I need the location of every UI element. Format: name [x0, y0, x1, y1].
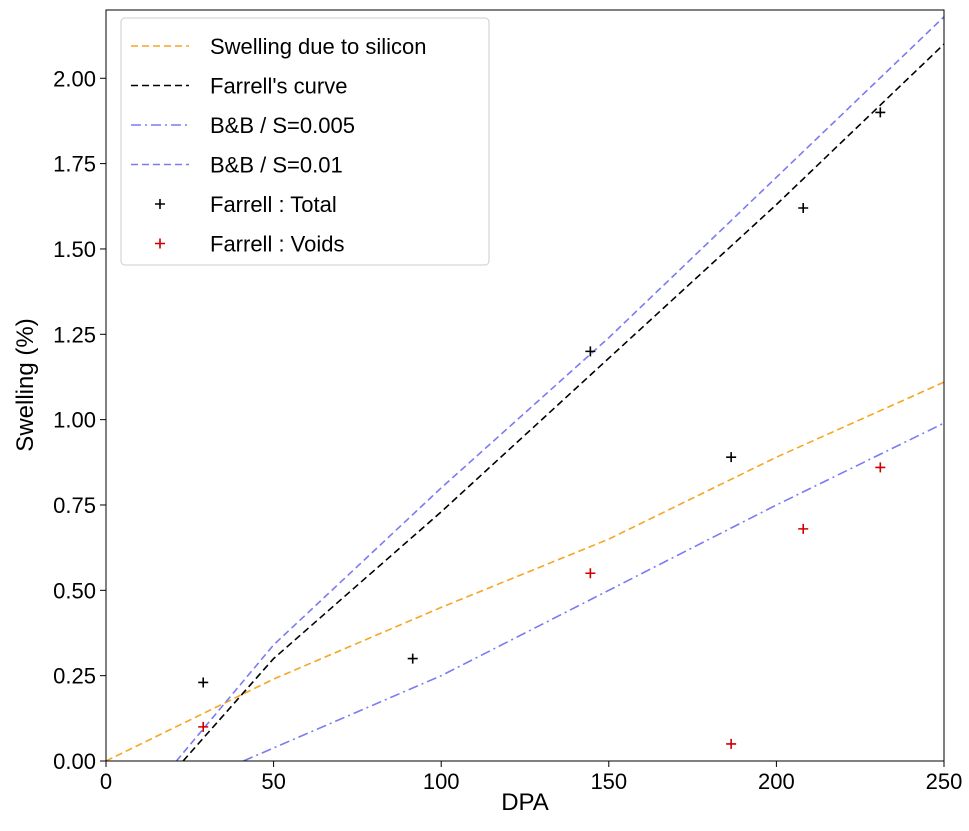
data-point-farrell-voids [585, 568, 596, 579]
legend-label-b-b-s-0-005: B&B / S=0.005 [210, 113, 355, 138]
legend-box [120, 17, 490, 266]
y-tick-label: 1.25 [53, 322, 96, 347]
plot-frame [105, 9, 945, 762]
legend-label-swelling-due-to-silicon: Swelling due to silicon [210, 34, 426, 59]
y-axis-label: Swelling (%) [12, 318, 39, 451]
legend-label-farrell-total: Farrell : Total [210, 192, 337, 217]
data-point-farrell-total [198, 677, 209, 688]
x-tick-label: 150 [590, 769, 627, 794]
data-point-farrell-total [407, 653, 418, 664]
data-point-farrell-voids [198, 721, 209, 732]
series-layer [106, 16, 944, 761]
data-point-farrell-voids [798, 523, 809, 534]
series-line-farrell-s-curve [182, 43, 944, 761]
y-tick-label: 1.50 [53, 237, 96, 262]
data-point-farrell-total [875, 107, 886, 118]
x-tick-label: 0 [100, 769, 112, 794]
y-tick-label: 1.00 [53, 408, 96, 433]
x-axis-ticks: 0 50 100 150 200 250 [100, 761, 962, 794]
series-line-b-b-s-0-005 [243, 422, 944, 761]
data-point-farrell-voids [875, 462, 886, 473]
y-tick-label: 0.75 [53, 493, 96, 518]
data-point-farrell-total [726, 452, 737, 463]
y-tick-label: 2.00 [53, 66, 96, 91]
data-point-farrell-voids [726, 738, 737, 749]
series-line-swelling-due-to-silicon [106, 381, 944, 761]
y-tick-label: 1.75 [53, 152, 96, 177]
data-point-farrell-total [798, 202, 809, 213]
data-point-farrell-total [585, 346, 596, 357]
legend-label-farrell-voids: Farrell : Voids [210, 232, 345, 257]
legend: Swelling due to silicon Farrell's curve B&… [120, 17, 490, 266]
x-axis-label: DPA [501, 789, 549, 816]
legend-label-b-b-s-0-01: B&B / S=0.01 [210, 153, 343, 178]
x-tick-label: 50 [261, 769, 285, 794]
plot-area [106, 16, 944, 761]
x-tick-label: 100 [423, 769, 460, 794]
legend-swatch-farrell-voids [155, 238, 165, 249]
series-line-b-b-s-0-01 [175, 16, 944, 761]
legend-label-farrell-s-curve: Farrell's curve [210, 74, 347, 99]
x-tick-label: 200 [758, 769, 795, 794]
y-tick-label: 0.25 [53, 664, 96, 689]
legend-swatch-farrell-total [155, 199, 165, 209]
x-tick-label: 250 [926, 769, 963, 794]
y-tick-label: 0.00 [53, 749, 96, 774]
y-tick-label: 0.50 [53, 578, 96, 603]
y-axis-ticks: 0.00 0.25 0.50 0.75 1.00 1.25 1.50 1.75 2.00 [53, 66, 106, 774]
